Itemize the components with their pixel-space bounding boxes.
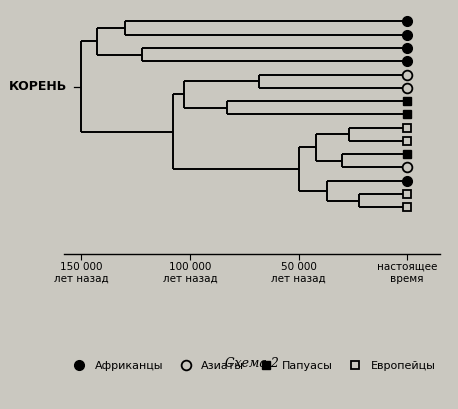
Text: КОРЕНЬ: КОРЕНЬ — [9, 80, 67, 93]
Text: Схема 2: Схема 2 — [225, 357, 279, 370]
Legend: Африканцы, Азиаты, Папуасы, Европейцы: Африканцы, Азиаты, Папуасы, Европейцы — [64, 357, 440, 375]
